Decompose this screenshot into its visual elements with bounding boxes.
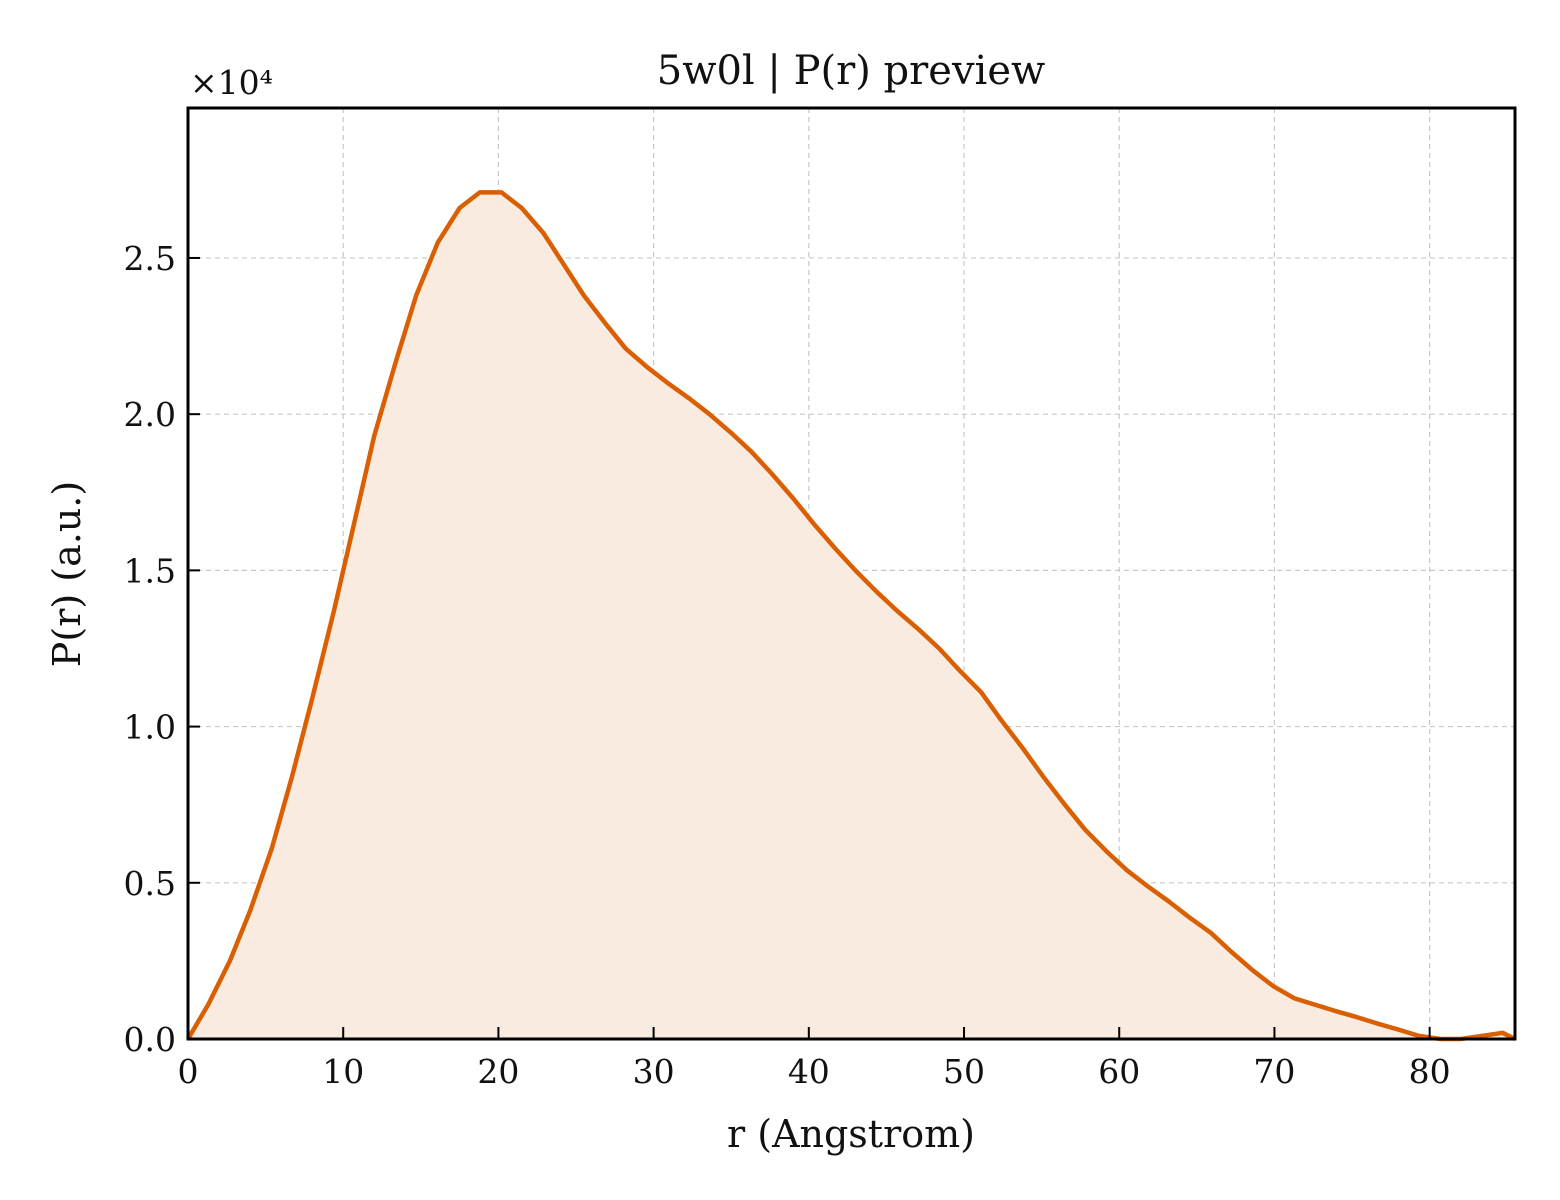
x-tick-label: 50 <box>943 1052 985 1091</box>
x-tick-label: 70 <box>1253 1052 1295 1091</box>
pr-series-line <box>186 190 1517 1042</box>
plot-frame <box>186 106 1517 1041</box>
x-tick-label: 10 <box>322 1052 364 1091</box>
x-tick-label: 60 <box>1098 1052 1140 1091</box>
y-tick-label: 1.5 <box>124 551 176 590</box>
x-tick-label: 40 <box>788 1052 830 1091</box>
pr-area-fill <box>188 192 1515 1039</box>
x-tick-label: 80 <box>1409 1052 1451 1091</box>
chart-title: 5w0l | P(r) preview <box>657 48 1046 94</box>
y-tick-label: 1.0 <box>124 708 176 747</box>
y-tick-label: 0.5 <box>124 864 176 903</box>
y-axis: 0.0 0.5 1.0 1.5 2.0 2.5 <box>124 239 200 1059</box>
y-offset-label: ×10⁴ <box>190 63 273 102</box>
x-axis: 0 10 20 30 40 50 60 70 80 <box>178 1027 1451 1091</box>
y-tick-label: 0.0 <box>124 1020 176 1059</box>
x-tick-label: 20 <box>477 1052 519 1091</box>
x-axis-label: r (Angstrom) <box>727 1112 975 1156</box>
x-tick-label: 30 <box>633 1052 675 1091</box>
y-axis-label: P(r) (a.u.) <box>45 481 89 667</box>
x-tick-label: 0 <box>178 1052 199 1091</box>
y-tick-label: 2.0 <box>124 395 176 434</box>
y-tick-label: 2.5 <box>124 239 176 278</box>
